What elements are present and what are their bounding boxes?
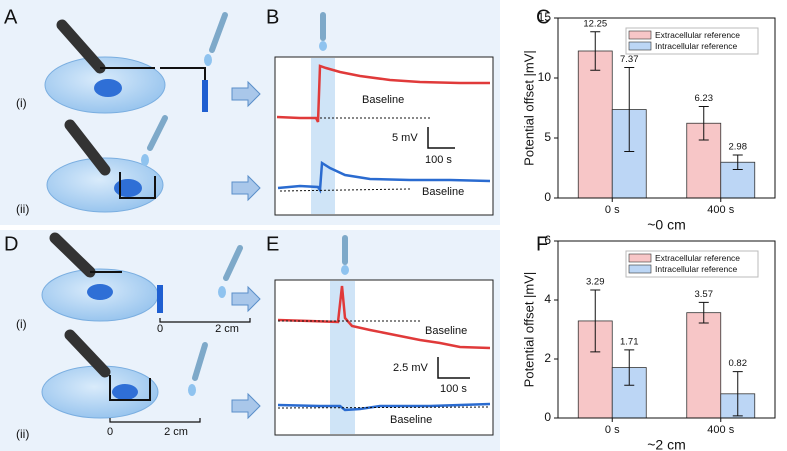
scale-bar-label: 100 s: [425, 154, 452, 166]
value-label: 3.29: [586, 276, 605, 287]
value-label: 0.82: [729, 358, 748, 369]
panel-label: C: [536, 6, 550, 28]
value-label: 12.25: [583, 18, 607, 29]
y-tick-label: 0: [544, 410, 551, 424]
value-label: 3.57: [695, 289, 714, 300]
legend-label: Extracellular reference: [655, 253, 740, 263]
value-label: 2.98: [729, 142, 748, 153]
step-label: (ii): [16, 202, 29, 216]
y-tick-label: 5: [544, 130, 551, 144]
legend-label: Intracellular reference: [655, 264, 737, 274]
distance-label: 2 cm: [164, 426, 188, 438]
legend-label: Intracellular reference: [655, 41, 737, 51]
error-bar: [590, 289, 601, 353]
error-bar: [698, 301, 709, 324]
y-tick-label: 0: [544, 190, 551, 204]
scale-bar-label: 5 mV: [392, 132, 418, 144]
scale-bar-label: 2.5 mV: [393, 362, 429, 374]
y-tick-label: 15: [538, 10, 552, 24]
panel-label: D: [4, 233, 18, 255]
plot-frame: [557, 240, 776, 419]
distance-label: 2 cm: [215, 323, 239, 335]
legend-swatch: [628, 30, 652, 40]
legend-swatch: [628, 253, 652, 263]
error-bar: [732, 154, 743, 170]
distance-label: 0: [107, 426, 113, 438]
legend-swatch: [628, 264, 652, 274]
panel-label: F: [536, 233, 548, 255]
error-bar: [698, 105, 709, 141]
trace-panel-b: [274, 12, 494, 216]
y-tick-label: 2: [544, 351, 551, 365]
trace-panel-e: [274, 235, 494, 436]
x-tick-label: 400 s: [707, 424, 734, 436]
y-axis-label: Potential offset |mV|: [521, 50, 536, 166]
baseline-label: Baseline: [390, 414, 432, 426]
panel-label: B: [266, 6, 279, 28]
bar: [686, 312, 722, 419]
y-tick-label: 4: [544, 292, 551, 306]
x-tick-label: 0 s: [605, 204, 620, 216]
panel-label: E: [266, 233, 279, 255]
y-axis-label: Potential offset |mV|: [521, 272, 536, 388]
legend-swatch: [628, 41, 652, 51]
schematic-a: [44, 12, 261, 213]
step-label: (i): [16, 317, 27, 331]
x-axis-label: ~2 cm: [647, 437, 686, 451]
y-tick-label: 6: [544, 233, 551, 247]
error-bar: [590, 31, 601, 71]
scale-bar-label: 100 s: [440, 383, 467, 395]
x-tick-label: 400 s: [707, 204, 734, 216]
error-bar: [624, 67, 635, 153]
x-tick-label: 0 s: [605, 424, 620, 436]
error-bar: [624, 349, 635, 386]
plot-frame: [557, 17, 776, 199]
baseline-label: Baseline: [425, 325, 467, 337]
legend-label: Extracellular reference: [655, 30, 740, 40]
value-label: 1.71: [620, 336, 639, 347]
bar: [577, 50, 613, 199]
panel-label: A: [4, 6, 18, 28]
x-axis-label: ~0 cm: [647, 217, 686, 233]
baseline-label: Baseline: [362, 94, 404, 106]
error-bar: [732, 371, 743, 417]
step-label: (i): [16, 96, 27, 110]
value-label: 6.23: [695, 93, 714, 104]
step-label: (ii): [16, 427, 29, 441]
baseline-label: Baseline: [422, 186, 464, 198]
schematic-d: [41, 232, 261, 423]
y-tick-label: 10: [538, 70, 552, 84]
distance-label: 0: [157, 323, 163, 335]
value-label: 7.37: [620, 54, 639, 65]
